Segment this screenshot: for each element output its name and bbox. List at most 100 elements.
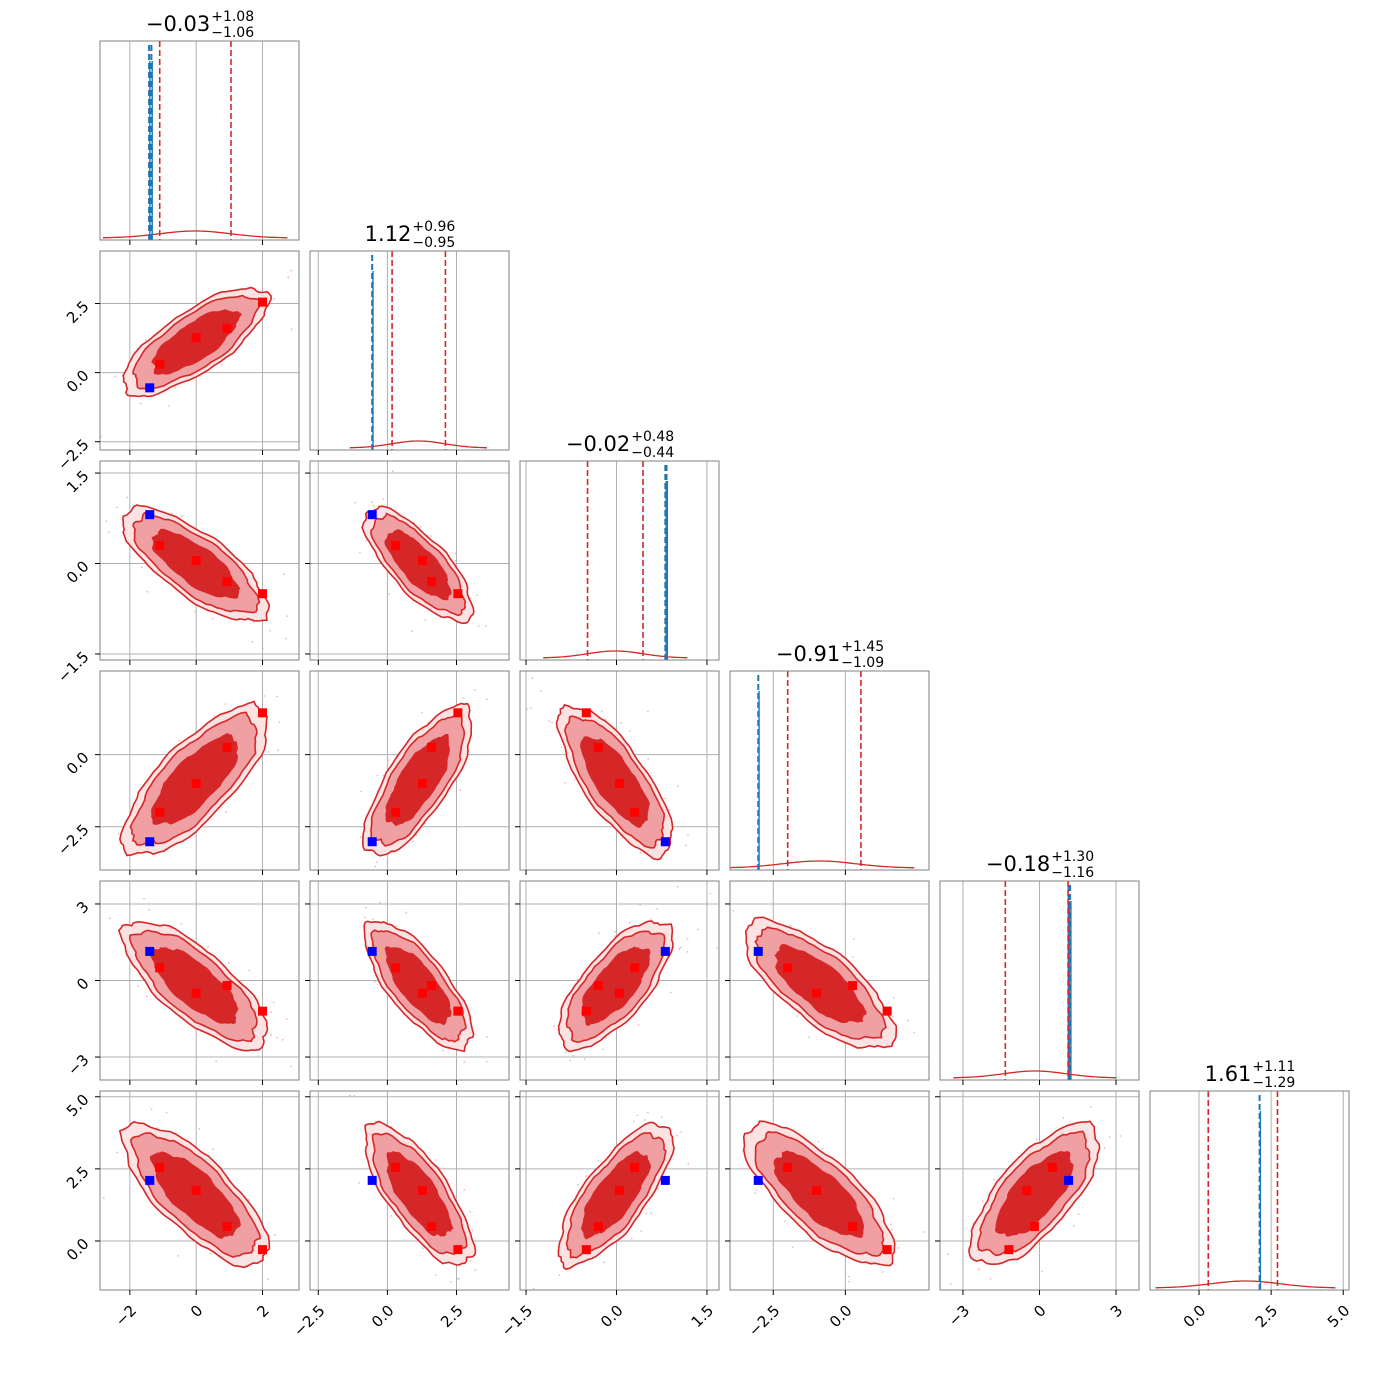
- panel-frame: [309, 250, 510, 451]
- sample-point: [88, 916, 90, 918]
- x-tick-label: 0.0: [597, 1302, 627, 1332]
- panel-0-0: −0.03 +1.08−1.06: [99, 9, 300, 245]
- sample-point: [807, 1036, 810, 1039]
- sample-point: [650, 918, 652, 920]
- title-plus: +1.30: [1051, 849, 1094, 865]
- sample-point: [429, 535, 432, 537]
- marker-red: [391, 807, 401, 817]
- sample-point: [628, 730, 631, 732]
- marker-blue: [145, 946, 155, 956]
- sample-point: [471, 1229, 474, 1232]
- sample-point: [225, 810, 228, 813]
- marker-red: [581, 1006, 591, 1016]
- marker-red: [593, 742, 603, 752]
- sample-point: [365, 906, 367, 909]
- marker-red: [417, 988, 427, 998]
- panel-5-4: −3 0 3: [935, 1090, 1140, 1330]
- sample-point: [272, 1001, 275, 1004]
- sample-point: [1035, 1138, 1038, 1141]
- histogram-posterior: [953, 1070, 1117, 1079]
- panel-frame: [309, 460, 510, 661]
- panel-content: [730, 881, 929, 1080]
- sample-point: [434, 1274, 437, 1276]
- marker-red: [391, 963, 401, 973]
- panel-1-1: 1.12 +0.96−0.95: [309, 219, 510, 455]
- sample-point: [657, 1188, 659, 1190]
- sample-point: [146, 995, 148, 998]
- sample-point: [102, 1197, 105, 1200]
- sample-point: [531, 677, 534, 680]
- sample-point: [195, 1033, 198, 1036]
- sample-point: [116, 1151, 119, 1154]
- sample-point: [892, 1197, 895, 1200]
- sample-point: [1103, 1147, 1106, 1149]
- marker-red: [453, 1245, 463, 1255]
- panel-3-1: [305, 670, 510, 875]
- sample-point: [274, 1234, 277, 1236]
- panel-frame: [99, 1090, 300, 1291]
- y-tick-label: 0.0: [63, 1235, 93, 1265]
- panel-content: [61, 251, 299, 450]
- histogram-posterior: [730, 860, 915, 869]
- sample-point: [950, 1282, 952, 1285]
- sample-point: [583, 1058, 586, 1060]
- sample-point: [181, 514, 184, 517]
- sample-point: [285, 1018, 288, 1021]
- sample-point: [358, 1181, 361, 1184]
- title-minus: −0.44: [631, 445, 674, 461]
- panel-content: [310, 671, 509, 870]
- sample-point: [989, 1277, 992, 1280]
- y-tick-label: 2.5: [63, 1163, 93, 1193]
- histogram-posterior: [1155, 1280, 1336, 1289]
- title-plus: +1.45: [841, 639, 884, 655]
- sample-point: [664, 797, 667, 800]
- sample-point: [140, 566, 143, 569]
- panel-content: [940, 1091, 1139, 1290]
- x-tick-label: −2.5: [290, 1302, 328, 1340]
- marker-blue: [753, 1175, 763, 1185]
- sample-point: [386, 762, 389, 764]
- sample-point: [365, 540, 367, 542]
- sample-point: [981, 1200, 984, 1203]
- marker-red: [222, 323, 232, 333]
- sample-point: [454, 560, 457, 562]
- sample-point: [61, 373, 63, 375]
- marker-blue: [753, 946, 763, 956]
- y-tick-label: 3: [73, 898, 92, 917]
- panel-content: [730, 671, 915, 870]
- sample-point: [93, 1100, 95, 1102]
- marker-blue: [145, 1175, 155, 1185]
- marker-red: [191, 556, 201, 565]
- sample-point: [150, 1108, 153, 1111]
- x-tick-label: 0.0: [826, 1302, 856, 1332]
- sample-point: [390, 1215, 393, 1217]
- sample-point: [791, 1246, 794, 1249]
- title-plus: +0.96: [412, 219, 455, 235]
- sample-point: [114, 375, 116, 378]
- panel-content: [317, 251, 488, 450]
- sample-point: [144, 339, 147, 341]
- marker-red: [155, 807, 165, 817]
- panel-4-2: [515, 880, 720, 1085]
- sample-point: [1041, 1270, 1044, 1273]
- panel-frame: [519, 1090, 720, 1291]
- sample-point: [477, 625, 480, 627]
- sample-point: [847, 1275, 850, 1278]
- sample-point: [630, 1237, 633, 1240]
- sample-point: [215, 1060, 217, 1063]
- title-median: 1.12: [365, 222, 412, 246]
- sample-point: [585, 1175, 588, 1177]
- sample-point: [676, 885, 679, 888]
- sample-point: [371, 501, 374, 504]
- sample-point: [276, 1036, 279, 1039]
- panel-content: [88, 671, 299, 918]
- marker-red: [581, 1245, 591, 1255]
- sample-point: [177, 1255, 180, 1257]
- x-tick-label: 2: [253, 1302, 272, 1321]
- sample-point: [526, 708, 528, 710]
- panel-content: [102, 41, 288, 240]
- sample-point: [278, 721, 281, 724]
- sample-point: [647, 710, 649, 713]
- panel-content: [953, 881, 1117, 1080]
- sample-point: [292, 1303, 294, 1305]
